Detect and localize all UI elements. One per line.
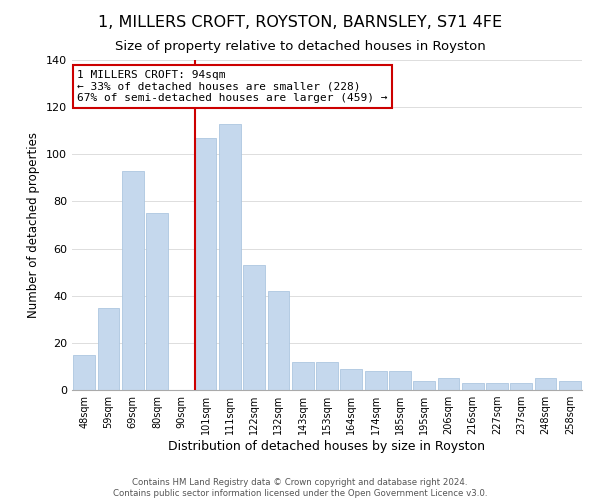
Bar (413, 380, 435, 390)
Bar (535, 378, 556, 390)
Text: Contains HM Land Registry data © Crown copyright and database right 2024.
Contai: Contains HM Land Registry data © Crown c… (113, 478, 487, 498)
Bar (559, 380, 581, 390)
Y-axis label: Number of detached properties: Number of detached properties (28, 132, 40, 318)
Bar (97, 308, 119, 390)
Bar (268, 291, 289, 390)
Bar (389, 371, 411, 390)
Bar (462, 383, 484, 390)
Bar (340, 369, 362, 390)
Bar (316, 362, 338, 390)
Bar (146, 213, 168, 390)
Bar (73, 354, 95, 390)
Bar (437, 378, 460, 390)
Bar (486, 383, 508, 390)
Bar (122, 171, 143, 390)
Text: 1 MILLERS CROFT: 94sqm
← 33% of detached houses are smaller (228)
67% of semi-de: 1 MILLERS CROFT: 94sqm ← 33% of detached… (77, 70, 388, 103)
X-axis label: Distribution of detached houses by size in Royston: Distribution of detached houses by size … (169, 440, 485, 453)
Bar (194, 138, 217, 390)
Text: Size of property relative to detached houses in Royston: Size of property relative to detached ho… (115, 40, 485, 53)
Bar (292, 362, 314, 390)
Bar (511, 383, 532, 390)
Text: 1, MILLERS CROFT, ROYSTON, BARNSLEY, S71 4FE: 1, MILLERS CROFT, ROYSTON, BARNSLEY, S71… (98, 15, 502, 30)
Bar (243, 265, 265, 390)
Bar (219, 124, 241, 390)
Bar (365, 371, 386, 390)
